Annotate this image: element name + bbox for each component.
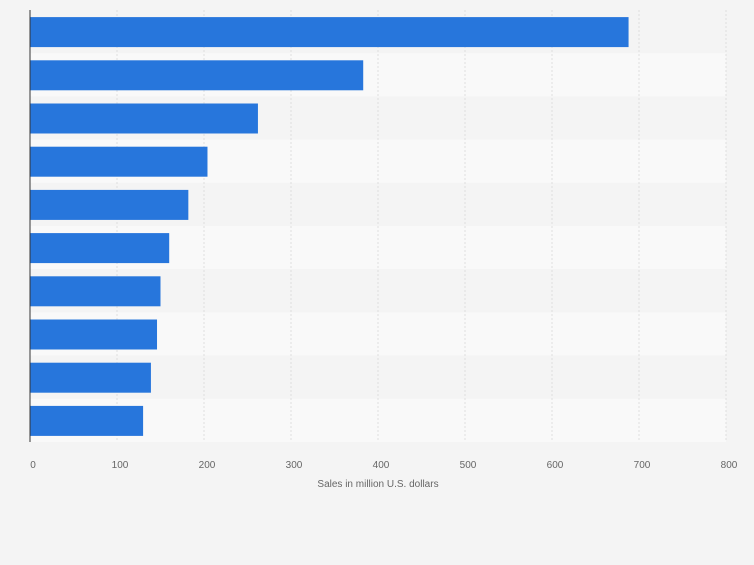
bars xyxy=(30,17,629,436)
x-tick-label: 100 xyxy=(112,460,129,471)
x-tick-label: 200 xyxy=(199,460,216,471)
bar[interactable] xyxy=(30,189,189,220)
x-tick-label: 600 xyxy=(547,460,564,471)
x-tick-label: 800 xyxy=(721,460,738,471)
x-tick-label: 400 xyxy=(373,460,390,471)
bar[interactable] xyxy=(30,362,151,393)
x-tick-label: 500 xyxy=(460,460,477,471)
x-axis-ticks: 0 100 200 300 400 500 600 700 800 xyxy=(30,460,738,471)
x-tick-label: 700 xyxy=(634,460,651,471)
x-tick-label: 0 xyxy=(30,460,36,471)
bar[interactable] xyxy=(30,17,629,48)
bar[interactable] xyxy=(30,319,158,350)
bar[interactable] xyxy=(30,60,364,91)
bar[interactable] xyxy=(30,405,144,436)
bar[interactable] xyxy=(30,146,208,177)
bar[interactable] xyxy=(30,276,161,307)
x-axis-title: Sales in million U.S. dollars xyxy=(317,479,438,490)
bar[interactable] xyxy=(30,103,258,134)
bar[interactable] xyxy=(30,233,170,264)
x-tick-label: 300 xyxy=(286,460,303,471)
